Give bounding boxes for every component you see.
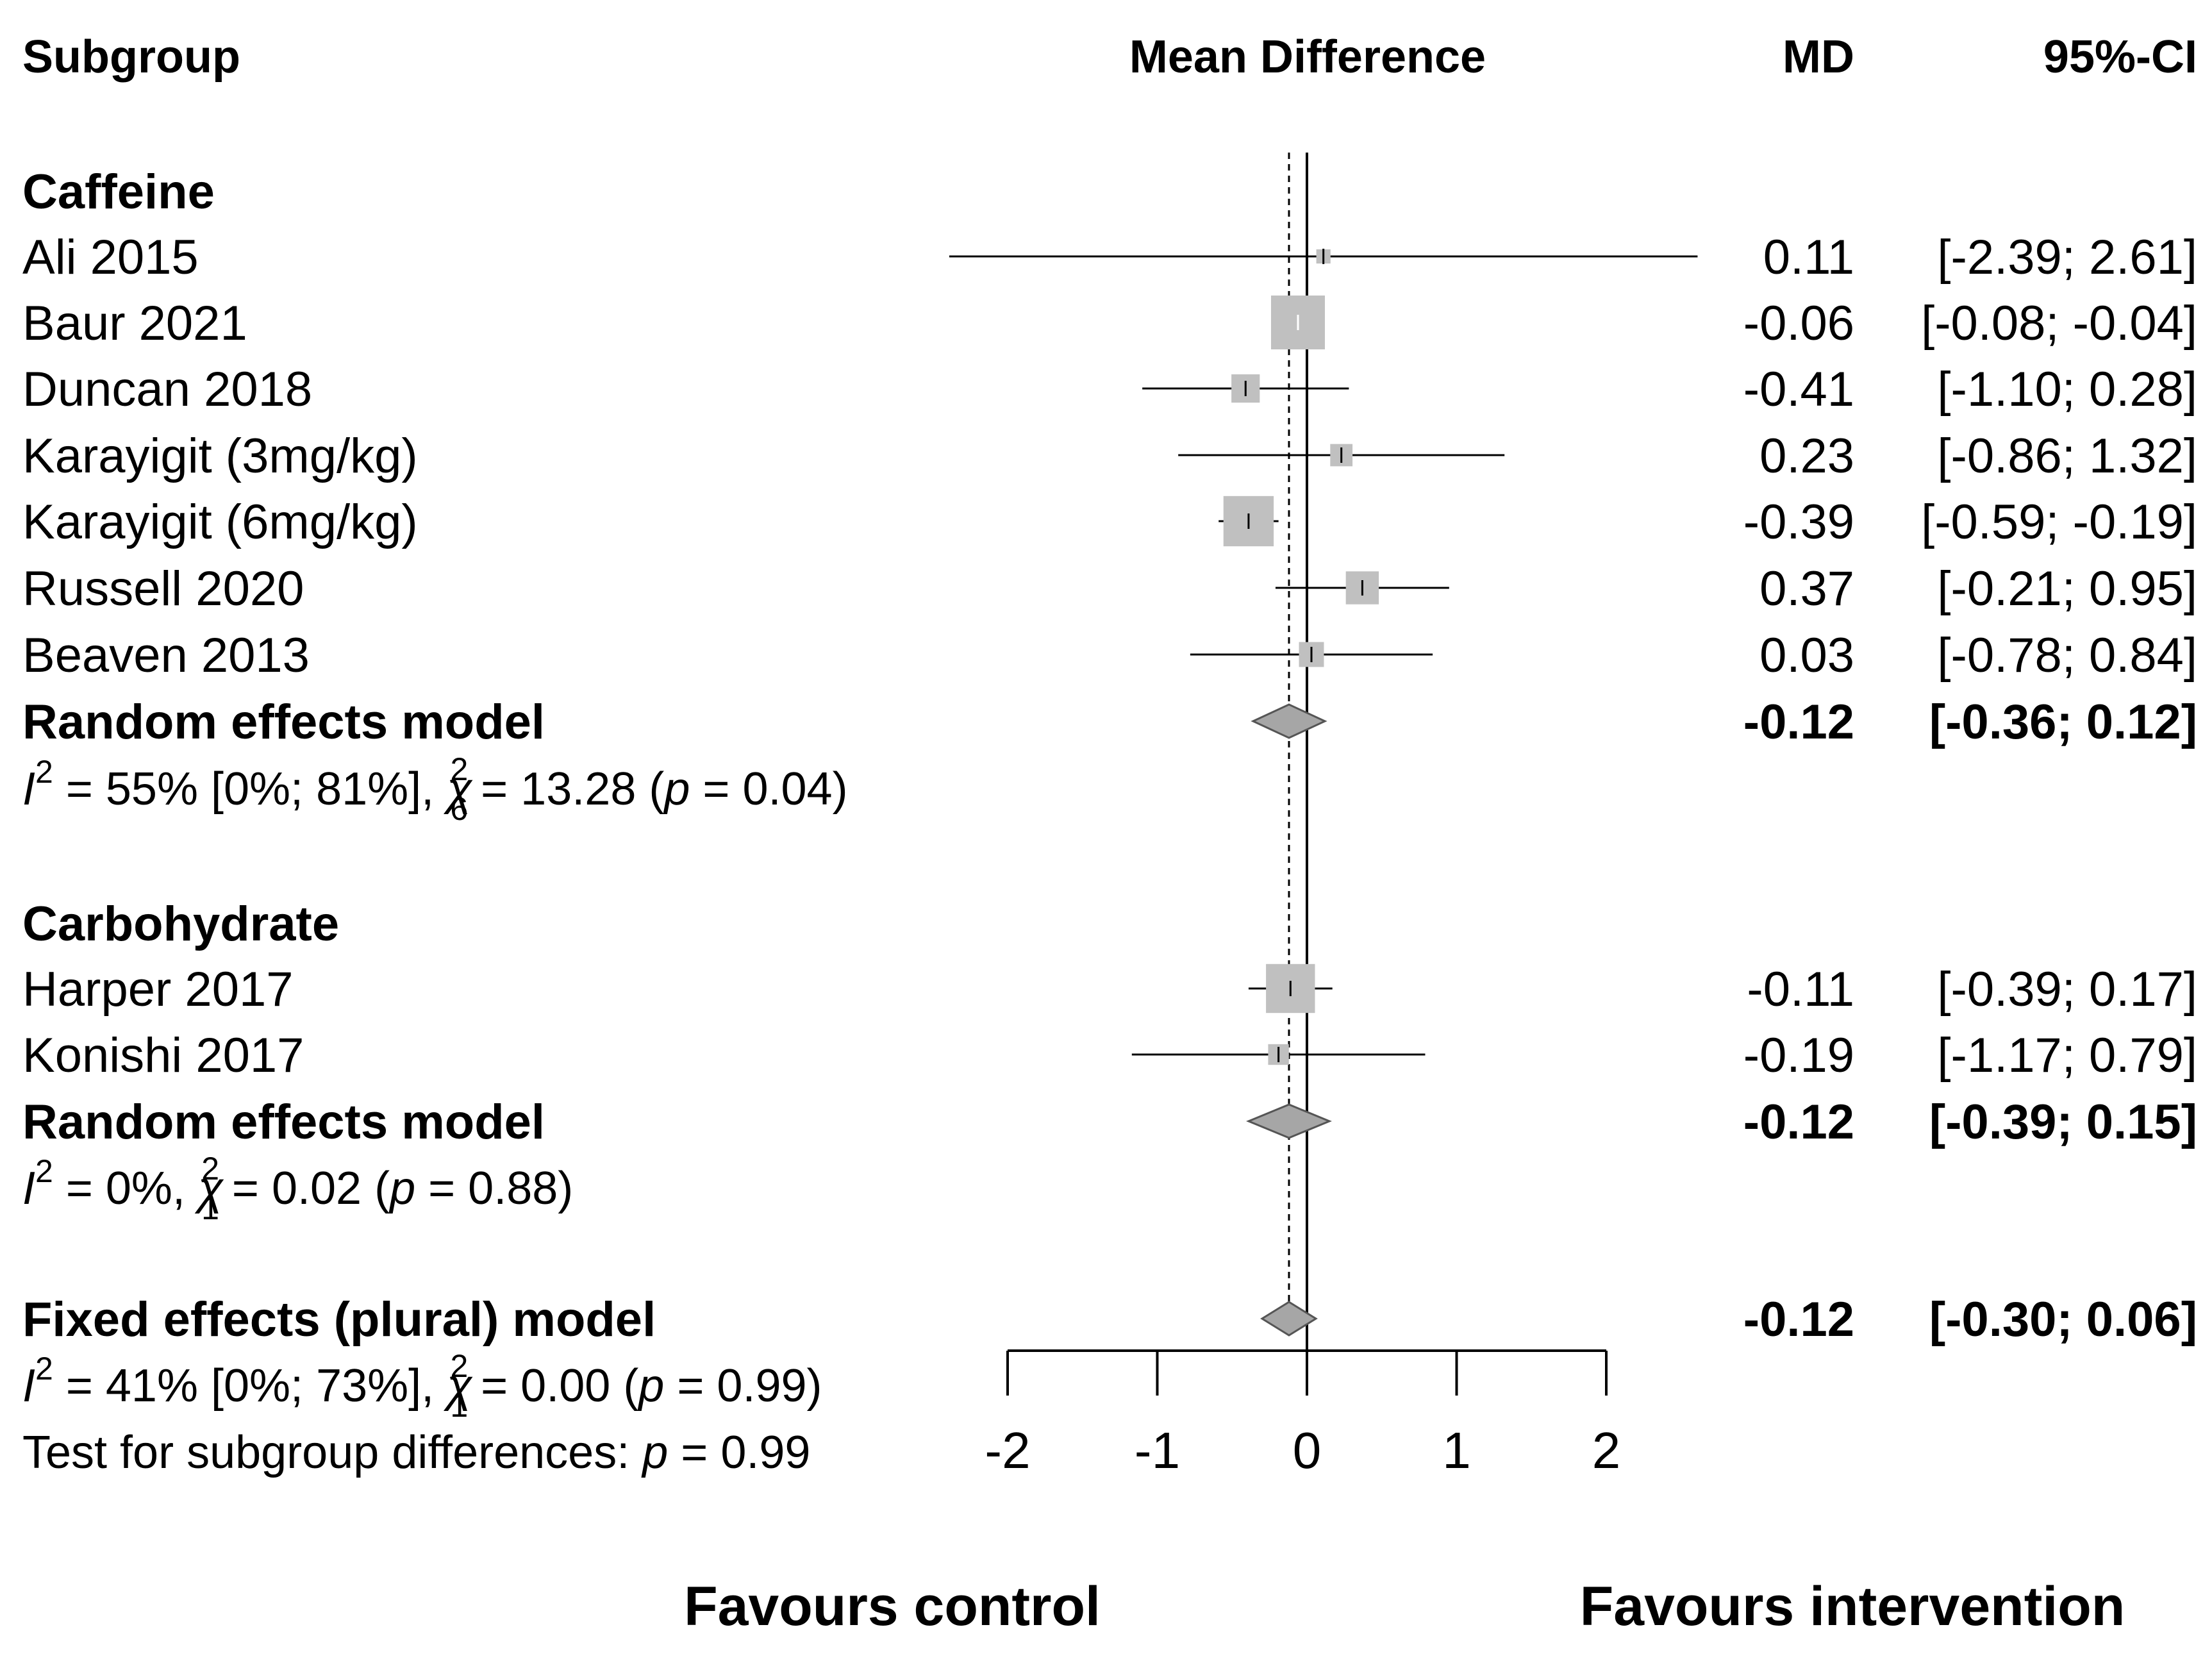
x-tick-label: 1 — [1442, 1422, 1471, 1479]
i-squared-letter: I — [22, 763, 35, 815]
study-ci: [-0.78; 0.84] — [1937, 628, 2197, 683]
i-squared-letter: I — [22, 1360, 35, 1412]
chi-squared-df: 1 — [450, 1388, 468, 1424]
heterogeneity-stats: I2 = 55% [0%; 81%], χ2 6 = 13.28 (p = 0.0… — [22, 751, 848, 827]
chi-squared-df: 6 — [450, 791, 468, 827]
study-md: -0.41 — [1743, 362, 1854, 417]
model-diamond — [1246, 1103, 1332, 1139]
overall-md: -0.12 — [1743, 1292, 1854, 1347]
p-value: = 0.99) — [664, 1360, 822, 1412]
i-squared-superscript: 2 — [35, 754, 53, 790]
header-mean-difference: Mean Difference — [1129, 31, 1486, 83]
study-md: 0.11 — [1763, 230, 1854, 285]
chi-squared-df: 1 — [201, 1190, 219, 1226]
chi-squared-letter: χ — [194, 1163, 224, 1214]
p-value: = 0.99 — [668, 1427, 810, 1478]
overall-ci: [-0.30; 0.06] — [1929, 1292, 2197, 1347]
study-ci: [-1.17; 0.79] — [1937, 1028, 2197, 1083]
i-squared-superscript: 2 — [35, 1351, 53, 1387]
model-ci: [-0.36; 0.12] — [1929, 695, 2197, 749]
i-squared-superscript: 2 — [35, 1153, 53, 1189]
study-label: Duncan 2018 — [22, 362, 312, 417]
study-label: Ali 2015 — [22, 230, 199, 285]
p-value: = 0.04) — [690, 763, 847, 815]
header-ci: 95%-CI — [2043, 31, 2197, 83]
header-md: MD — [1783, 31, 1854, 83]
model-md: -0.12 — [1743, 695, 1854, 749]
group-title: Caffeine — [22, 165, 215, 219]
p-letter: p — [388, 1163, 415, 1214]
i-squared-value: = 41% [0%; 73%], — [53, 1360, 447, 1412]
chi-squared-letter: χ — [443, 1360, 473, 1412]
overall-heterogeneity-stats: I2 = 41% [0%; 73%], χ2 1 = 0.00 (p = 0.99… — [22, 1348, 822, 1424]
x-tick-label: -2 — [985, 1422, 1030, 1479]
subgroup-test-label: Test for subgroup differences: — [22, 1427, 642, 1478]
i-squared-value: = 0%, — [53, 1163, 198, 1214]
model-ci: [-0.39; 0.15] — [1929, 1095, 2197, 1149]
p-letter: p — [663, 763, 690, 815]
study-md: -0.19 — [1743, 1028, 1854, 1083]
study-ci: [-2.39; 2.61] — [1937, 230, 2197, 285]
overall-model-label: Fixed effects (plural) model — [22, 1292, 656, 1347]
study-md: 0.03 — [1759, 628, 1854, 683]
study-md: -0.06 — [1743, 296, 1854, 351]
p-letter: p — [637, 1360, 664, 1412]
study-label: Harper 2017 — [22, 962, 294, 1017]
subgroup-test: Test for subgroup differences: p = 0.99 — [22, 1427, 810, 1478]
chi-squared-value: = 0.00 ( — [468, 1360, 638, 1412]
study-ci: [-1.10; 0.28] — [1937, 362, 2197, 417]
i-squared-letter: I — [22, 1163, 35, 1214]
i-squared-value: = 55% [0%; 81%], — [53, 763, 447, 815]
study-ci: [-0.86; 1.32] — [1937, 429, 2197, 483]
overall-diamond — [1260, 1301, 1318, 1337]
chi-squared-superscript: 2 — [201, 1151, 219, 1187]
favours-intervention-label: Favours intervention — [1580, 1576, 2125, 1637]
header-subgroup: Subgroup — [22, 31, 240, 83]
study-ci: [-0.39; 0.17] — [1937, 962, 2197, 1017]
x-tick-label: -1 — [1135, 1422, 1180, 1479]
study-label: Konishi 2017 — [22, 1028, 304, 1083]
study-ci: [-0.21; 0.95] — [1937, 562, 2197, 616]
group-title: Carbohydrate — [22, 897, 339, 951]
p-value: = 0.88) — [415, 1163, 573, 1214]
x-tick-label: 2 — [1592, 1422, 1621, 1479]
chi-squared-value: = 0.02 ( — [219, 1163, 390, 1214]
p-letter: p — [641, 1427, 668, 1478]
study-md: 0.23 — [1759, 429, 1854, 483]
study-label: Baur 2021 — [22, 296, 247, 351]
x-tick-label: 0 — [1293, 1422, 1322, 1479]
favours-control-label: Favours control — [684, 1576, 1101, 1637]
model-label: Random effects model — [22, 1095, 545, 1149]
study-label: Karayigit (6mg/kg) — [22, 495, 418, 549]
heterogeneity-stats: I2 = 0%, χ2 1 = 0.02 (p = 0.88) — [22, 1151, 573, 1226]
study-label: Karayigit (3mg/kg) — [22, 429, 418, 483]
study-md: -0.11 — [1747, 962, 1854, 1017]
study-label: Russell 2020 — [22, 562, 304, 616]
study-label: Beaven 2013 — [22, 628, 310, 683]
model-diamond — [1251, 703, 1327, 739]
chi-squared-superscript: 2 — [451, 1348, 469, 1384]
study-md: -0.39 — [1743, 495, 1854, 549]
model-md: -0.12 — [1743, 1095, 1854, 1149]
chi-squared-superscript: 2 — [451, 751, 469, 787]
chi-squared-value: = 13.28 ( — [468, 763, 664, 815]
study-ci: [-0.08; -0.04] — [1921, 296, 2197, 351]
model-label: Random effects model — [22, 695, 545, 749]
study-ci: [-0.59; -0.19] — [1921, 495, 2197, 549]
study-md: 0.37 — [1759, 562, 1854, 616]
chi-squared-letter: χ — [443, 763, 473, 815]
